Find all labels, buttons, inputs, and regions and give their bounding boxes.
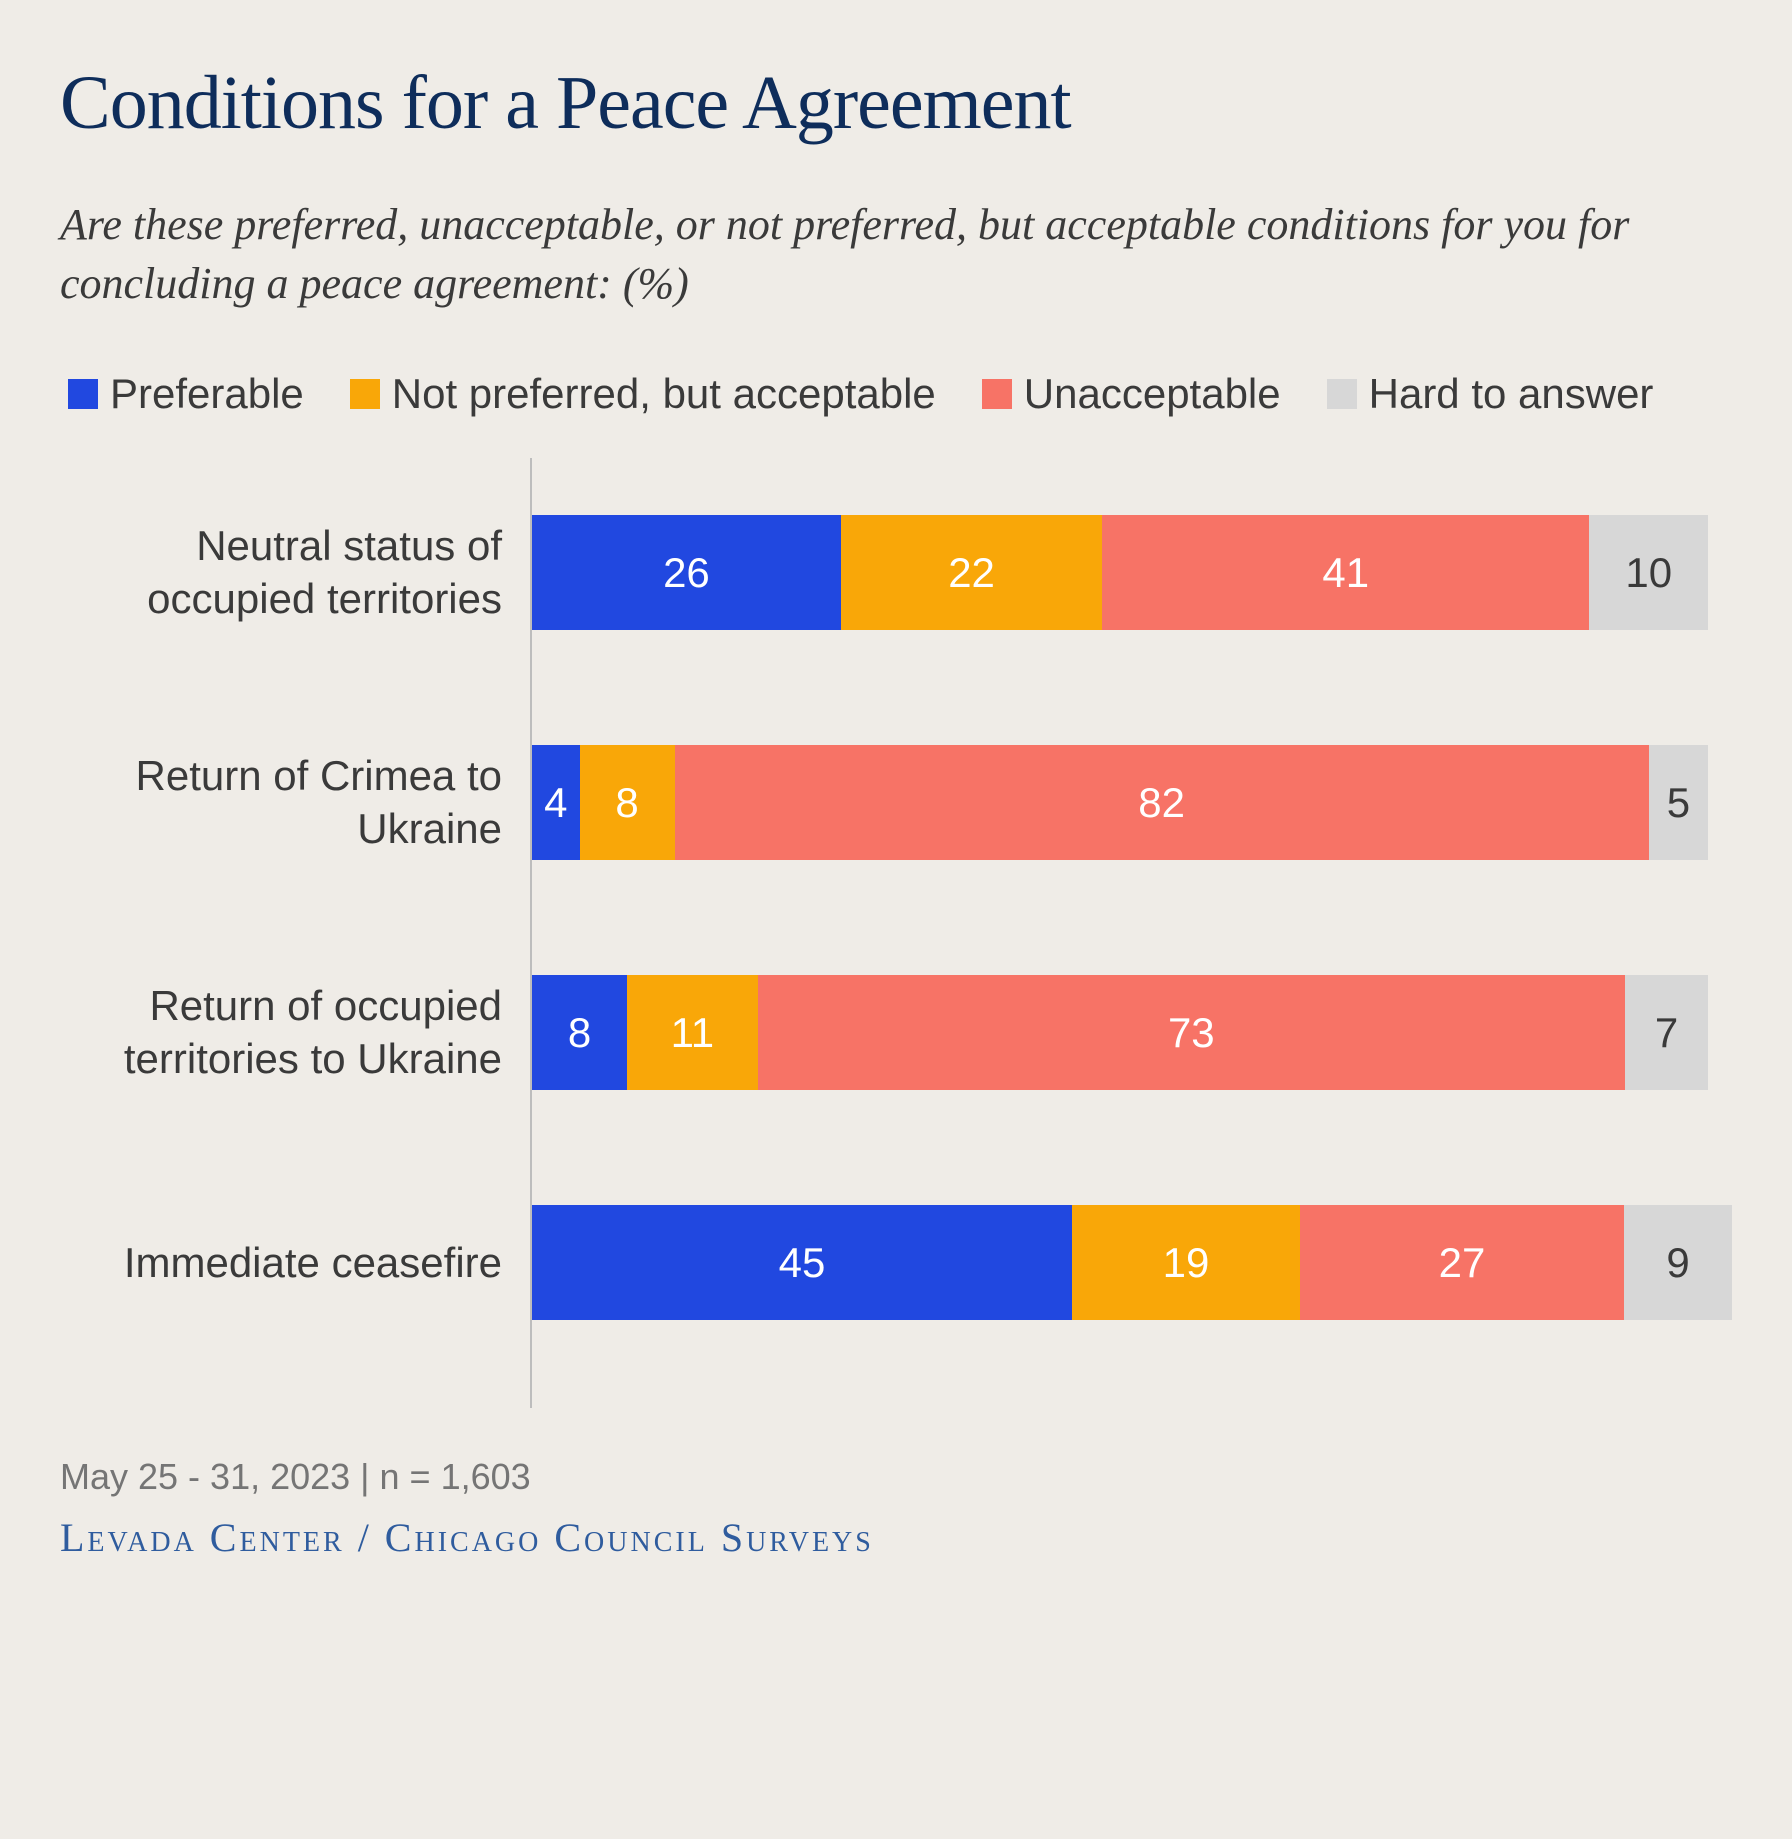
bar-segment: 26: [532, 515, 841, 630]
legend-item: Hard to answer: [1327, 370, 1654, 418]
legend-label: Hard to answer: [1369, 370, 1654, 418]
bar-segment: 73: [758, 975, 1625, 1090]
bar-segment: 9: [1624, 1205, 1732, 1320]
legend-label: Unacceptable: [1024, 370, 1281, 418]
legend-item: Unacceptable: [982, 370, 1281, 418]
chart-title: Conditions for a Peace Agreement: [60, 60, 1732, 147]
bar-segment: 10: [1589, 515, 1708, 630]
bar-row: 811737: [532, 918, 1732, 1148]
stacked-bar: 811737: [532, 975, 1720, 1090]
bar-segment: 4: [532, 745, 580, 860]
bar-row: 4519279: [532, 1148, 1732, 1378]
legend-swatch: [1327, 379, 1357, 409]
bar-segment: 8: [532, 975, 627, 1090]
legend-swatch: [350, 379, 380, 409]
category-label: Return of occupied territories to Ukrain…: [60, 918, 530, 1148]
plot-area: 26224110488258117374519279: [530, 458, 1732, 1408]
legend-item: Preferable: [68, 370, 304, 418]
legend-swatch: [982, 379, 1012, 409]
bar-row: 48825: [532, 688, 1732, 918]
stacked-bar: 4519279: [532, 1205, 1732, 1320]
legend-swatch: [68, 379, 98, 409]
bar-segment: 11: [627, 975, 758, 1090]
stacked-bar-chart: Neutral status of occupied territoriesRe…: [60, 458, 1732, 1408]
stacked-bar: 48825: [532, 745, 1720, 860]
bar-row: 26224110: [532, 458, 1732, 688]
legend-label: Preferable: [110, 370, 304, 418]
bar-segment: 27: [1300, 1205, 1624, 1320]
category-label: Neutral status of occupied territories: [60, 458, 530, 688]
category-label: Immediate ceasefire: [60, 1148, 530, 1378]
legend: Preferable Not preferred, but acceptable U…: [60, 370, 1732, 418]
category-label: Return of Crimea to Ukraine: [60, 688, 530, 918]
bar-segment: 8: [580, 745, 675, 860]
legend-item: Not preferred, but acceptable: [350, 370, 936, 418]
source-attribution: Levada Center / Chicago Council Surveys: [60, 1514, 1732, 1561]
bar-segment: 82: [675, 745, 1649, 860]
bar-segment: 5: [1649, 745, 1708, 860]
bar-segment: 22: [841, 515, 1102, 630]
bar-segment: 41: [1102, 515, 1589, 630]
bar-segment: 19: [1072, 1205, 1300, 1320]
y-axis-labels: Neutral status of occupied territoriesRe…: [60, 458, 530, 1408]
bar-segment: 7: [1625, 975, 1708, 1090]
bar-segment: 45: [532, 1205, 1072, 1320]
stacked-bar: 26224110: [532, 515, 1720, 630]
legend-label: Not preferred, but acceptable: [392, 370, 936, 418]
chart-subtitle: Are these preferred, unacceptable, or no…: [60, 195, 1700, 314]
footer-note: May 25 - 31, 2023 | n = 1,603: [60, 1456, 1732, 1498]
